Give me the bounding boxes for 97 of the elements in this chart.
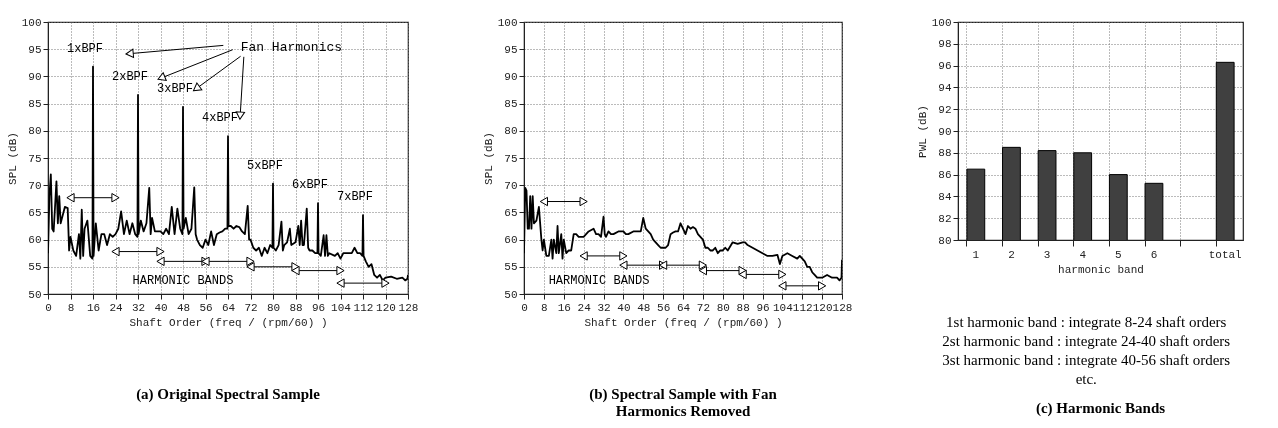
y-tick-label: 88 xyxy=(938,147,952,160)
text: etc. xyxy=(1075,371,1097,387)
x-tick-label: 104 xyxy=(772,301,794,314)
y-tick-label: 82 xyxy=(938,212,952,225)
y-tick-label: 100 xyxy=(21,16,42,29)
y-tick-label: 60 xyxy=(28,234,42,247)
x-tick-label: 64 xyxy=(221,301,236,314)
annotation: 1xBPF xyxy=(66,41,104,56)
x-tick-label: 120 xyxy=(812,301,833,314)
x-tick-label: 80 xyxy=(266,301,281,314)
x-tick-label: 96 xyxy=(756,301,770,314)
y-tick-label: 84 xyxy=(938,190,952,203)
y-tick-label: 98 xyxy=(938,38,952,51)
y-tick-label: 60 xyxy=(504,234,518,247)
y-tick-label: 75 xyxy=(504,152,518,165)
y-tick-label: 50 xyxy=(28,288,42,301)
y-axis-title: SPL (dB) xyxy=(6,132,19,185)
x-tick-label: 96 xyxy=(311,301,326,314)
x-tick-label: 0 xyxy=(521,301,528,314)
y-tick-label: 55 xyxy=(28,261,42,274)
x-tick-label: 40 xyxy=(154,301,168,314)
x-tick-label: 48 xyxy=(176,301,191,314)
y-tick-label: 100 xyxy=(497,16,518,29)
x-tick-label: 0 xyxy=(45,301,52,314)
annotation: HARMONIC BANDS xyxy=(548,274,650,289)
text: (c) Harmonic Bands xyxy=(1035,400,1166,417)
y-tick-label: 95 xyxy=(504,43,518,56)
x-tick-label: 2 xyxy=(1008,248,1015,261)
x-tick-label: 8 xyxy=(67,301,75,314)
annotation: Fan Harmonics xyxy=(240,40,343,56)
text: 1st harmonic band : integrate 8-24 shaft orders xyxy=(946,314,1227,330)
x-tick-label: 3 xyxy=(1043,248,1051,261)
y-tick-label: 55 xyxy=(504,261,518,274)
x-tick-label: 104 xyxy=(331,301,352,314)
y-tick-label: 90 xyxy=(938,125,952,138)
y-tick-label: 80 xyxy=(504,125,518,138)
x-tick-label: 112 xyxy=(792,301,813,314)
y-tick-label: 80 xyxy=(28,125,42,138)
y-tick-label: 92 xyxy=(938,103,952,116)
y-tick-label: 94 xyxy=(938,81,952,94)
x-tick-label: 128 xyxy=(832,301,853,314)
x-tick-label: 24 xyxy=(109,301,123,314)
x-tick-label: 5 xyxy=(1115,248,1122,261)
x-tick-label: 80 xyxy=(716,301,730,314)
y-tick-label: 100 xyxy=(931,16,952,29)
x-tick-label: 128 xyxy=(398,301,419,314)
x-tick-label: 6 xyxy=(1150,248,1158,261)
annotation: 5xBPF xyxy=(246,158,284,173)
x-tick-label: 1 xyxy=(972,248,980,261)
text: 3st harmonic band : integrate 40-56 shaft orders xyxy=(942,352,1231,368)
x-axis-title: Shaft Order (freq / (rpm/60) ) xyxy=(584,316,783,329)
annotation: 3xBPF xyxy=(156,81,194,96)
y-tick-label: 90 xyxy=(28,70,42,83)
x-tick-label: 64 xyxy=(676,301,691,314)
x-tick-label: 32 xyxy=(131,301,146,314)
annotation: 7xBPF xyxy=(336,190,374,205)
x-tick-label: 24 xyxy=(577,301,592,314)
x-tick-label: 88 xyxy=(736,301,750,314)
annotation: HARMONIC BANDS xyxy=(132,274,234,289)
text: (a) Original Spectral Sample xyxy=(136,386,321,403)
y-tick-label: 95 xyxy=(28,43,42,56)
x-tick-label: 120 xyxy=(376,301,396,314)
y-tick-label: 96 xyxy=(938,60,952,73)
x-tick-label: 48 xyxy=(637,301,651,314)
annotation: 4xBPF xyxy=(201,111,239,126)
y-tick-label: 90 xyxy=(504,70,518,83)
y-tick-label: 86 xyxy=(938,169,952,182)
y-tick-label: 65 xyxy=(504,206,518,219)
x-tick-label: 72 xyxy=(244,301,258,314)
y-tick-label: 70 xyxy=(504,179,518,192)
x-axis-title: harmonic band xyxy=(1058,263,1144,276)
annotation: 2xBPF xyxy=(111,69,149,84)
x-tick-label: 16 xyxy=(86,301,101,314)
y-axis-title: PWL (dB) xyxy=(916,105,929,158)
y-tick-label: 75 xyxy=(28,152,42,165)
x-tick-label: 40 xyxy=(617,301,631,314)
y-tick-label: 70 xyxy=(28,179,42,192)
x-axis-title: Shaft Order (freq / (rpm/60) ) xyxy=(129,316,328,329)
x-tick-label: 112 xyxy=(353,301,374,314)
y-tick-label: 85 xyxy=(504,98,518,111)
x-tick-label: 56 xyxy=(199,301,213,314)
x-tick-label: 4 xyxy=(1079,248,1087,261)
x-tick-label: 16 xyxy=(557,301,571,314)
text: (b) Spectral Sample with Fan Harmonics Removed xyxy=(589,386,778,419)
x-tick-label: 72 xyxy=(696,301,710,314)
x-tick-label: 8 xyxy=(541,301,548,314)
y-tick-label: 50 xyxy=(504,288,518,301)
x-tick-label: 56 xyxy=(657,301,671,314)
x-tick-label: 88 xyxy=(289,301,303,314)
y-tick-label: 80 xyxy=(938,234,952,247)
y-tick-label: 85 xyxy=(28,98,42,111)
y-axis-title: SPL (dB) xyxy=(482,132,495,185)
y-tick-label: 65 xyxy=(28,206,42,219)
x-tick-label: total xyxy=(1208,248,1242,261)
x-tick-label: 32 xyxy=(597,301,611,314)
text: 2st harmonic band : integrate 24-40 shaft orders xyxy=(942,333,1231,349)
annotation: 6xBPF xyxy=(291,178,329,193)
